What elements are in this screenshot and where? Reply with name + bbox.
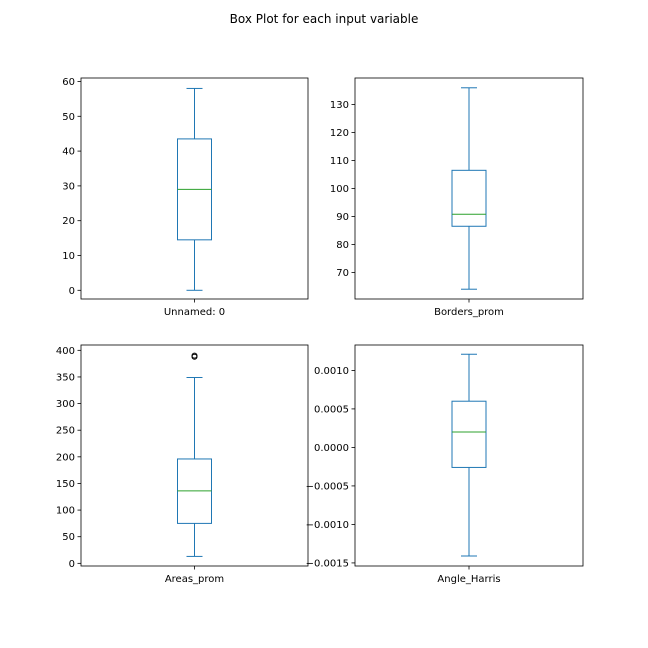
x-tick-label: Angle_Harris bbox=[437, 574, 500, 585]
y-tick-label: 250 bbox=[56, 426, 75, 437]
y-tick-label: 300 bbox=[56, 399, 75, 410]
y-tick-label: 110 bbox=[330, 156, 349, 167]
y-tick-label: 0.0005 bbox=[314, 404, 349, 415]
y-tick-label: −0.0015 bbox=[306, 558, 349, 569]
y-tick-label: 80 bbox=[336, 240, 349, 251]
y-tick-label: 200 bbox=[56, 452, 75, 463]
subplot-grid: 0 10 20 30 40 50 60 Unnamed: 0 70 80 90 100 110 120 13… bbox=[56, 77, 584, 585]
y-tick-label: 150 bbox=[56, 479, 75, 490]
box-subplot-1: 0 10 20 30 40 50 60 Unnamed: 0 bbox=[62, 77, 309, 318]
x-tick-label: Unnamed: 0 bbox=[164, 307, 225, 318]
y-tick-label: 20 bbox=[62, 216, 75, 227]
y-tick-label: 50 bbox=[62, 112, 75, 123]
y-tick-label: 0.0010 bbox=[314, 366, 349, 377]
iqr-box bbox=[451, 169, 487, 227]
iqr-box bbox=[451, 400, 487, 468]
y-tick-label: 400 bbox=[56, 346, 75, 357]
figure-title: Box Plot for each input variable bbox=[230, 12, 419, 26]
y-tick-label: 0.0000 bbox=[314, 443, 349, 454]
y-tick-label: 70 bbox=[336, 268, 349, 279]
x-tick-label: Areas_prom bbox=[165, 574, 224, 585]
y-tick-label: 130 bbox=[330, 100, 349, 111]
y-tick-label: 100 bbox=[330, 184, 349, 195]
y-tick-label: 0 bbox=[69, 559, 75, 570]
x-tick-label: Borders_prom bbox=[434, 307, 504, 318]
y-tick-label: 90 bbox=[336, 212, 349, 223]
y-tick-label: −0.0005 bbox=[306, 481, 349, 492]
y-tick-label: 10 bbox=[62, 251, 75, 262]
y-tick-label: 50 bbox=[62, 532, 75, 543]
y-tick-label: 60 bbox=[62, 77, 75, 88]
y-tick-label: −0.0010 bbox=[306, 520, 349, 531]
y-tick-label: 350 bbox=[56, 372, 75, 383]
box-subplot-4: −0.0015 −0.0010 −0.0005 0.0000 0.0005 0.0010 A… bbox=[306, 344, 584, 585]
y-tick-label: 0 bbox=[69, 286, 75, 297]
outlier-point bbox=[191, 352, 198, 359]
box-subplot-3: 0 50 100 150 200 250 300 350 400 Areas_prom bbox=[56, 344, 309, 585]
y-tick-label: 120 bbox=[330, 128, 349, 139]
y-tick-label: 100 bbox=[56, 506, 75, 517]
y-tick-label: 30 bbox=[62, 181, 75, 192]
box-subplot-2: 70 80 90 100 110 120 130 Borders_prom bbox=[330, 77, 584, 318]
y-tick-label: 40 bbox=[62, 147, 75, 158]
